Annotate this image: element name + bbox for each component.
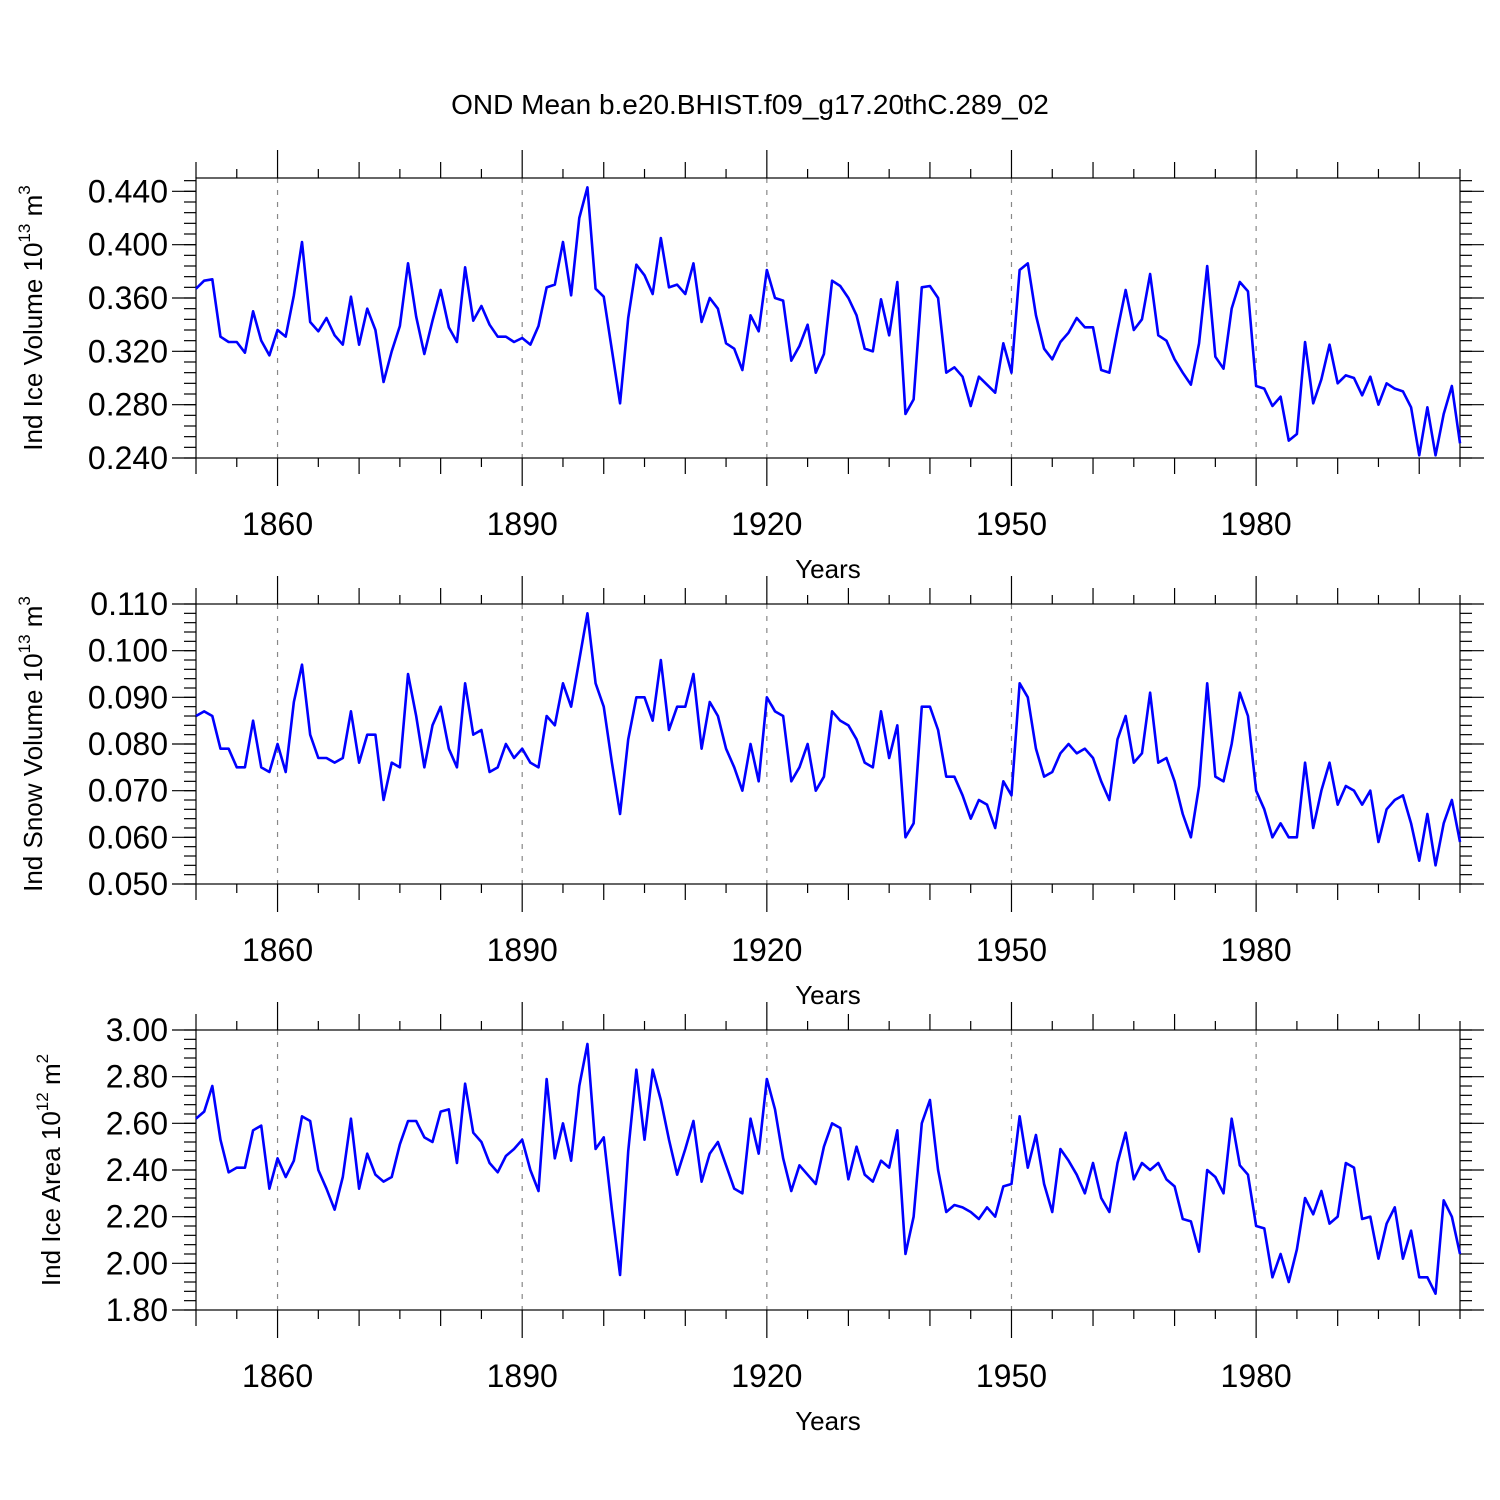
x-tick-label: 1860 (242, 1358, 313, 1394)
y-tick-label: 1.80 (106, 1292, 168, 1328)
y-tick-label: 0.050 (88, 866, 168, 902)
x-tick-label: 1950 (976, 1358, 1047, 1394)
x-tick-label: 1920 (731, 506, 802, 542)
x-tick-label: 1920 (731, 932, 802, 968)
x-tick-label: 1920 (731, 1358, 802, 1394)
y-tick-label: 2.00 (106, 1245, 168, 1281)
x-tick-label: 1980 (1221, 506, 1292, 542)
x-tick-label: 1980 (1221, 1358, 1292, 1394)
y-tick-label: 2.20 (106, 1199, 168, 1235)
x-axis-label: Years (795, 980, 861, 1010)
x-tick-label: 1890 (487, 506, 558, 542)
x-tick-label: 1890 (487, 1358, 558, 1394)
y-tick-label: 0.440 (88, 173, 168, 209)
y-tick-label: 0.320 (88, 333, 168, 369)
y-tick-label: 0.280 (88, 387, 168, 423)
y-tick-label: 0.080 (88, 726, 168, 762)
plot-frame (195, 177, 1461, 459)
y-tick-label: 0.400 (88, 227, 168, 263)
chart-panel: 0.240 0.280 0.320 0.360 0.400 0.440 1860 1890 19… (15, 150, 1484, 584)
y-axis-label: Ind Ice Volume 1013 m3 (15, 185, 48, 450)
y-axis-label: Ind Snow Volume 1013 m3 (15, 596, 48, 892)
x-axis-label: Years (795, 1406, 861, 1436)
y-tick-label: 0.240 (88, 440, 168, 476)
y-tick-label: 2.80 (106, 1059, 168, 1095)
x-tick-label: 1890 (487, 932, 558, 968)
x-axis-label: Years (795, 554, 861, 584)
x-tick-label: 1950 (976, 932, 1047, 968)
data-series-line (195, 186, 1462, 457)
y-tick-label: 0.090 (88, 679, 168, 715)
chart-panel: 1.80 2.00 2.20 2.40 2.60 2.80 3.00 1860 1890 1920… (33, 1002, 1484, 1436)
data-series-line (195, 1042, 1462, 1295)
y-tick-label: 2.60 (106, 1105, 168, 1141)
y-tick-label: 0.360 (88, 280, 168, 316)
y-tick-label: 3.00 (106, 1012, 168, 1048)
chart-panel: 0.050 0.060 0.070 0.080 0.090 0.100 0.110 1860 1… (15, 576, 1484, 1010)
chart-title: OND Mean b.e20.BHIST.f09_g17.20thC.289_0… (451, 89, 1049, 120)
x-tick-label: 1860 (242, 932, 313, 968)
x-tick-label: 1950 (976, 506, 1047, 542)
data-series-line (195, 612, 1462, 867)
y-tick-label: 0.100 (88, 633, 168, 669)
y-tick-label: 0.110 (90, 586, 168, 622)
x-tick-label: 1980 (1221, 932, 1292, 968)
y-tick-label: 0.060 (88, 819, 168, 855)
y-tick-label: 0.070 (88, 773, 168, 809)
y-tick-label: 2.40 (106, 1152, 168, 1188)
x-tick-label: 1860 (242, 506, 313, 542)
y-axis-label: Ind Ice Area 1012 m2 (33, 1054, 66, 1286)
